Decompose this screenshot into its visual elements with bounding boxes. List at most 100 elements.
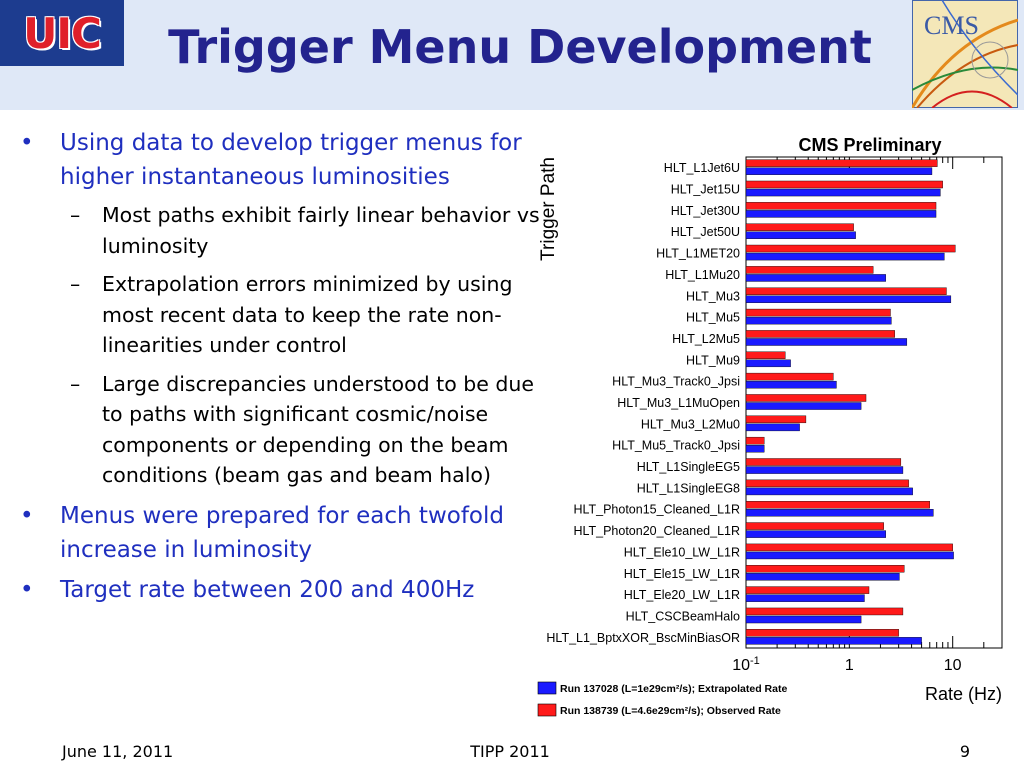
- category-label: HLT_L1_BptxXOR_BscMinBiasOR: [546, 631, 740, 645]
- bar-extrapolated: [745, 274, 886, 282]
- category-label: HLT_L1SingleEG8: [637, 481, 740, 495]
- bar-observed: [745, 159, 938, 167]
- category-label: HLT_Ele20_LW_L1R: [624, 588, 740, 602]
- bullet-2: • Menus were prepared for each twofold i…: [20, 499, 540, 567]
- x-axis-label: Rate (Hz): [925, 684, 1002, 704]
- category-label: HLT_CSCBeamHalo: [626, 609, 740, 623]
- bar-extrapolated: [745, 637, 922, 645]
- bullet-1: • Using data to develop trigger menus fo…: [20, 126, 540, 194]
- bar-extrapolated: [745, 167, 933, 175]
- uic-logo: UIC: [0, 0, 124, 66]
- bar-extrapolated: [745, 316, 892, 325]
- bar-observed: [745, 522, 884, 530]
- category-label: HLT_Jet50U: [671, 225, 740, 239]
- bar-observed: [745, 244, 956, 253]
- bullet-marker: •: [20, 576, 34, 603]
- bar-extrapolated: [745, 380, 837, 389]
- bar-observed: [745, 308, 891, 317]
- chart-title: CMS Preliminary: [798, 135, 941, 155]
- category-label: HLT_Ele10_LW_L1R: [624, 545, 740, 559]
- bar-extrapolated: [745, 615, 862, 624]
- cms-logo-text: CMS: [924, 11, 979, 40]
- bar-extrapolated: [745, 210, 937, 218]
- sub-bullet-2: – Extrapolation errors minimized by usin…: [20, 269, 540, 361]
- bar-extrapolated: [745, 530, 886, 538]
- category-label: HLT_Jet30U: [671, 204, 740, 218]
- bar-observed: [745, 479, 909, 488]
- bar-extrapolated: [745, 402, 862, 410]
- bar-extrapolated: [745, 573, 900, 581]
- bar-extrapolated: [745, 551, 954, 560]
- category-label: HLT_L1Jet6U: [664, 161, 740, 175]
- bar-observed: [745, 180, 943, 189]
- x-tick-label: 10-1: [732, 655, 760, 674]
- bar-observed: [745, 500, 930, 509]
- header-band: UIC Trigger Menu Development CMS: [0, 0, 1024, 110]
- bar-observed: [745, 351, 786, 360]
- category-label: HLT_Mu3: [686, 289, 740, 303]
- bar-observed: [745, 202, 937, 210]
- bar-extrapolated: [745, 509, 934, 517]
- bar-observed: [745, 415, 807, 424]
- bar-observed: [745, 223, 854, 231]
- bar-observed: [745, 266, 874, 274]
- category-label: HLT_Mu3_Track0_Jpsi: [612, 375, 740, 389]
- x-tick-label: 10: [944, 657, 962, 674]
- bar-extrapolated: [745, 594, 865, 602]
- slide-title: Trigger Menu Development: [168, 20, 872, 74]
- bar-extrapolated: [745, 466, 904, 474]
- sub-bullet-1: – Most paths exhibit fairly linear behav…: [20, 200, 540, 261]
- bar-observed: [745, 565, 905, 573]
- bar-extrapolated: [745, 252, 945, 261]
- bar-extrapolated: [745, 338, 908, 346]
- category-label: HLT_L1Mu20: [665, 268, 740, 282]
- category-label: HLT_Mu3_L2Mu0: [641, 417, 740, 431]
- bar-extrapolated: [745, 188, 941, 197]
- category-label: HLT_Photon20_Cleaned_L1R: [573, 524, 740, 538]
- sub-bullet-marker: –: [70, 272, 81, 296]
- sub-bullet-marker: –: [70, 371, 81, 396]
- bar-observed: [745, 394, 867, 402]
- bar-observed: [745, 330, 895, 338]
- bar-extrapolated: [745, 295, 952, 304]
- category-label: HLT_Mu5: [686, 311, 740, 325]
- category-label: HLT_Jet15U: [671, 183, 740, 197]
- category-label: HLT_L2Mu5: [672, 332, 740, 346]
- category-label: HLT_Mu9: [686, 353, 740, 367]
- bar-extrapolated: [745, 444, 765, 453]
- bullet-marker: •: [20, 130, 34, 156]
- bar-observed: [745, 287, 947, 295]
- bar-observed: [745, 543, 953, 552]
- bar-observed: [745, 436, 765, 445]
- footer-conference: TIPP 2011: [470, 742, 550, 761]
- category-label: HLT_Mu5_Track0_Jpsi: [612, 439, 740, 453]
- bar-extrapolated: [745, 423, 800, 432]
- category-label: HLT_Mu3_L1MuOpen: [617, 396, 740, 410]
- legend-label: Run 137028 (L=1e29cm²/s); Extrapolated R…: [560, 683, 787, 695]
- cms-logo: CMS: [912, 0, 1018, 108]
- sub-bullet-3: – Large discrepancies understood to be d…: [20, 369, 540, 491]
- legend-swatch: [537, 703, 557, 717]
- footer-page-number: 9: [959, 742, 970, 761]
- legend-swatch: [537, 681, 557, 695]
- footer-date: June 11, 2011: [62, 742, 174, 761]
- legend-label: Run 138739 (L=4.6e29cm²/s); Observed Rat…: [560, 705, 781, 717]
- category-label: HLT_Photon15_Cleaned_L1R: [573, 503, 740, 517]
- y-axis-label: Trigger Path: [538, 157, 559, 261]
- bar-observed: [745, 372, 834, 381]
- x-tick-label: 1: [845, 657, 854, 674]
- bullet-marker: •: [20, 502, 34, 529]
- bar-extrapolated: [745, 231, 856, 239]
- category-label: HLT_Ele15_LW_L1R: [624, 567, 740, 581]
- bar-extrapolated: [745, 487, 913, 496]
- category-label: HLT_L1MET20: [656, 247, 740, 261]
- bar-observed: [745, 586, 870, 594]
- bullet-3: • Target rate between 200 and 400Hz: [20, 573, 540, 607]
- sub-bullet-marker: –: [70, 203, 81, 227]
- category-label: HLT_L1SingleEG5: [637, 460, 740, 474]
- bullet-list: • Using data to develop trigger menus fo…: [20, 126, 540, 613]
- bar-observed: [745, 458, 902, 466]
- bar-observed: [745, 629, 899, 637]
- bar-observed: [745, 607, 904, 616]
- bar-extrapolated: [745, 359, 791, 368]
